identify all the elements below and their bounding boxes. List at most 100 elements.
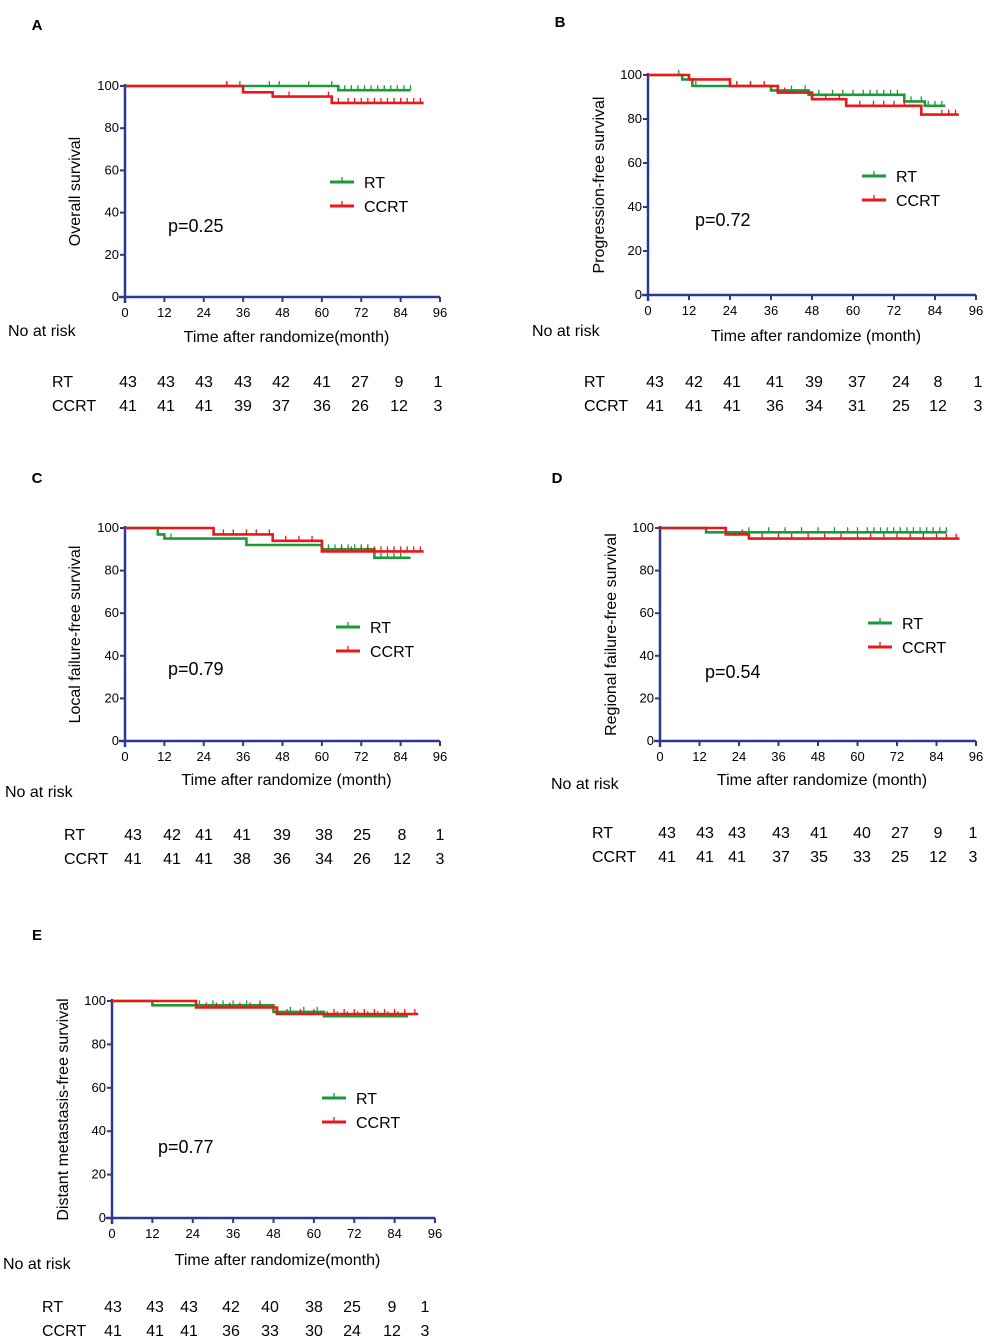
x-axis-title: Time after randomize (month) (181, 772, 391, 789)
risk-count: 1 (974, 374, 983, 391)
risk-count: 43 (157, 374, 175, 391)
risk-count: 36 (766, 398, 784, 415)
risk-row-label-rt: RT (52, 374, 73, 391)
legend-label-rt: RT (896, 169, 917, 186)
legend-label-ccrt: CCRT (364, 199, 408, 216)
risk-count: 3 (421, 1323, 430, 1339)
risk-count: 41 (313, 374, 331, 391)
y-tick-label: 0 (112, 289, 119, 304)
x-tick-label: 36 (771, 749, 785, 764)
p-value: p=0.54 (705, 662, 761, 682)
risk-row-label-rt: RT (592, 825, 613, 842)
x-tick-label: 0 (121, 305, 128, 320)
risk-count: 33 (261, 1323, 279, 1339)
risk-count: 41 (646, 398, 664, 415)
x-tick-label: 60 (315, 749, 329, 764)
x-axis-title: Time after randomize (month) (717, 772, 927, 789)
y-tick-label: 0 (635, 287, 642, 302)
risk-count: 26 (351, 398, 369, 415)
x-tick-label: 48 (266, 1226, 280, 1241)
risk-count: 43 (146, 1299, 164, 1316)
y-tick-label: 80 (628, 111, 642, 126)
x-tick-label: 72 (354, 305, 368, 320)
x-axis-title: Time after randomize (month) (711, 328, 921, 345)
risk-count: 43 (119, 374, 137, 391)
risk-count: 41 (195, 851, 213, 868)
risk-count: 27 (891, 825, 909, 842)
x-tick-label: 84 (387, 1226, 401, 1241)
x-tick-label: 60 (315, 305, 329, 320)
risk-count: 1 (434, 374, 443, 391)
risk-count: 12 (383, 1323, 401, 1339)
x-tick-label: 84 (928, 303, 942, 318)
risk-count: 43 (646, 374, 664, 391)
x-tick-label: 36 (236, 749, 250, 764)
x-tick-label: 24 (732, 749, 746, 764)
y-tick-label: 0 (647, 733, 654, 748)
y-tick-label: 20 (105, 247, 119, 262)
risk-count: 37 (272, 398, 290, 415)
risk-count: 42 (272, 374, 290, 391)
risk-count: 41 (157, 398, 175, 415)
x-tick-label: 24 (186, 1226, 200, 1241)
no-at-risk-label: No at risk (3, 1256, 72, 1273)
risk-count: 42 (685, 374, 703, 391)
risk-count: 9 (934, 825, 943, 842)
y-axis-title: Regional failure-free survival (603, 533, 620, 736)
km-curve-rt (125, 526, 411, 560)
y-tick-label: 60 (105, 605, 119, 620)
x-tick-label: 12 (145, 1226, 159, 1241)
risk-count: 41 (723, 374, 741, 391)
panel-letter: B (555, 14, 566, 31)
legend-label-rt: RT (902, 616, 923, 633)
risk-count: 41 (728, 849, 746, 866)
risk-count: 43 (234, 374, 252, 391)
panel-letter: E (32, 927, 42, 944)
y-tick-label: 40 (105, 648, 119, 663)
risk-count: 8 (934, 374, 943, 391)
x-tick-label: 12 (157, 749, 171, 764)
x-tick-label: 60 (846, 303, 860, 318)
risk-count: 36 (313, 398, 331, 415)
km-curve-ccrt (112, 999, 419, 1016)
risk-count: 41 (810, 825, 828, 842)
legend-label-ccrt: CCRT (370, 644, 414, 661)
y-tick-label: 40 (92, 1123, 106, 1138)
panel-letter: A (32, 17, 43, 34)
risk-count: 24 (892, 374, 910, 391)
risk-row-label-rt: RT (42, 1299, 63, 1316)
y-tick-label: 60 (92, 1080, 106, 1095)
x-axis-title: Time after randomize(month) (175, 1252, 381, 1269)
x-tick-label: 60 (307, 1226, 321, 1241)
y-tick-label: 20 (105, 690, 119, 705)
x-tick-label: 24 (197, 749, 211, 764)
risk-count: 43 (658, 825, 676, 842)
risk-row-label-ccrt: CCRT (584, 398, 628, 415)
risk-count: 41 (119, 398, 137, 415)
y-axis-title: Distant metastasis-free survival (55, 998, 72, 1220)
risk-count: 1 (421, 1299, 430, 1316)
risk-count: 26 (353, 851, 371, 868)
risk-count: 25 (892, 398, 910, 415)
x-tick-label: 36 (236, 305, 250, 320)
risk-count: 31 (848, 398, 866, 415)
risk-count: 41 (233, 827, 251, 844)
y-tick-label: 100 (632, 520, 654, 535)
risk-count: 35 (810, 849, 828, 866)
y-tick-label: 0 (99, 1210, 106, 1225)
x-tick-label: 48 (275, 305, 289, 320)
km-curve-ccrt (660, 526, 960, 540)
risk-count: 42 (222, 1299, 240, 1316)
x-tick-label: 24 (197, 305, 211, 320)
x-tick-label: 48 (811, 749, 825, 764)
x-tick-label: 72 (887, 303, 901, 318)
y-tick-label: 20 (92, 1167, 106, 1182)
risk-count: 12 (393, 851, 411, 868)
y-tick-label: 80 (92, 1036, 106, 1051)
km-panel-b: B 0 20 40 60 80 100 0 12 24 36 48 60 72 84 96 Progressio… (532, 14, 983, 415)
x-tick-label: 72 (354, 749, 368, 764)
y-tick-label: 40 (628, 199, 642, 214)
panel-letter: C (32, 470, 43, 487)
risk-count: 41 (146, 1323, 164, 1339)
y-tick-label: 80 (105, 120, 119, 135)
